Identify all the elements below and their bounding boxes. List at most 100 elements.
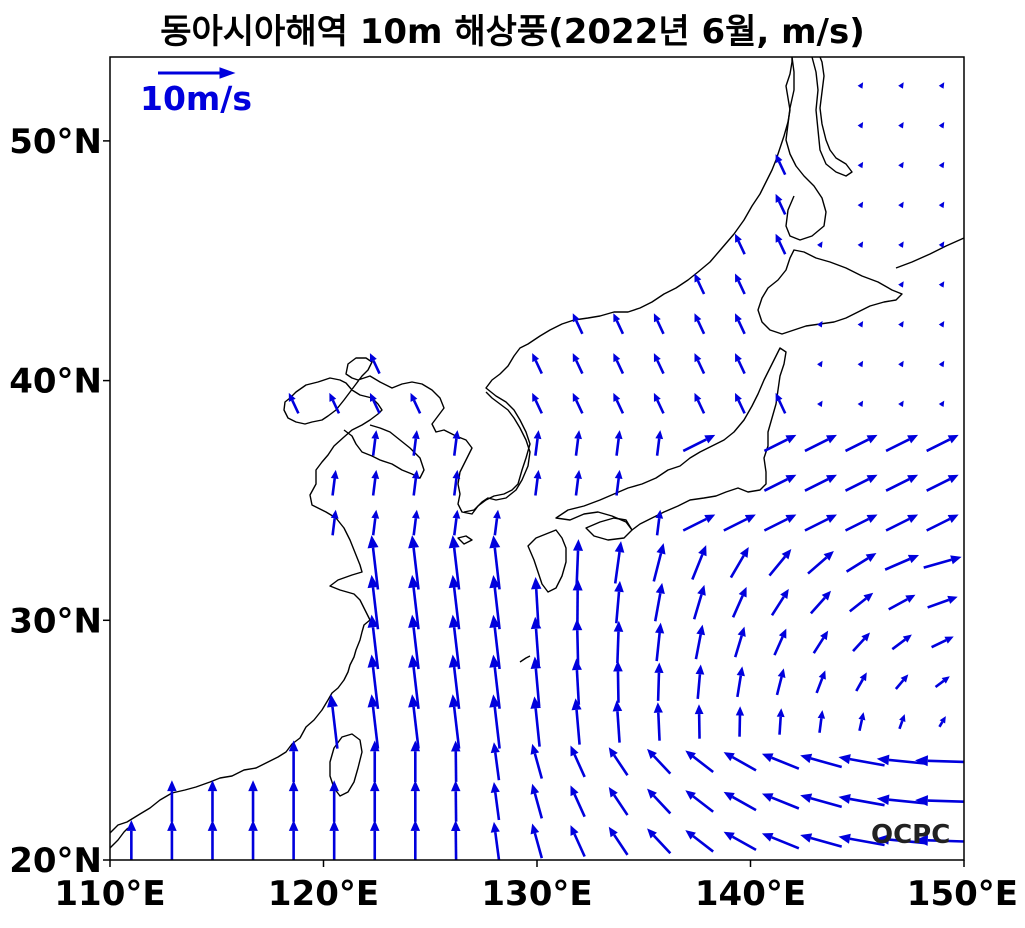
wind-vector-head: [785, 434, 797, 444]
wind-vector-head: [450, 780, 461, 792]
wind-vector-field: [126, 82, 964, 860]
wind-vector-head: [938, 400, 945, 408]
wind-vector-head: [167, 820, 177, 831]
wind-vector-shaft: [655, 518, 661, 536]
wind-vector-head: [744, 514, 756, 523]
wind-vector-head: [653, 702, 663, 713]
wind-vector-head: [570, 785, 579, 797]
wind-vector-head: [838, 793, 851, 804]
y-tick-label: 50°N: [9, 122, 102, 162]
wind-vector-shaft: [534, 359, 543, 375]
wind-vector-shaft: [613, 834, 629, 856]
wind-vector-head: [655, 582, 665, 595]
wind-vector-shaft: [371, 587, 380, 630]
wind-vector-head: [614, 430, 623, 440]
wind-vector-head: [655, 509, 664, 519]
wind-vector-shaft: [812, 637, 825, 654]
wind-vector-head: [947, 595, 958, 604]
wind-vector-shaft: [613, 754, 629, 777]
wind-vector-head: [608, 826, 618, 838]
wind-vector-shaft: [534, 668, 541, 707]
wind-vector-head: [655, 430, 664, 440]
wind-vector-shaft: [493, 752, 501, 781]
wind-vector-head: [367, 574, 379, 589]
wind-vector-shaft: [656, 672, 661, 701]
wind-vector-head: [612, 700, 623, 712]
wind-vector-head: [697, 584, 706, 596]
wind-vector-head: [838, 833, 851, 844]
wind-vector-head: [685, 830, 696, 840]
wind-vector-shaft: [737, 399, 746, 414]
coast-leizhou: [110, 827, 129, 849]
wind-vector-head: [369, 820, 380, 831]
wind-vector-shaft: [891, 638, 906, 651]
wind-vector-shaft: [656, 320, 665, 335]
x-tick-label: 110°E: [54, 874, 165, 914]
wind-vector-shaft: [652, 794, 672, 815]
y-tick-label: 30°N: [9, 601, 102, 641]
wind-vector-shaft: [926, 438, 951, 453]
wind-vector-head: [570, 745, 579, 757]
wind-vector-head: [938, 201, 945, 209]
wind-vector-head: [938, 281, 945, 288]
wind-vector-shaft: [452, 706, 461, 749]
wind-vector-shaft: [371, 438, 377, 456]
wind-vector-shaft: [888, 598, 908, 611]
wind-vector-shaft: [894, 679, 905, 690]
wind-vector-shaft: [736, 675, 743, 698]
wind-vector-shaft: [852, 637, 866, 653]
wind-vector-shaft: [613, 794, 629, 816]
wind-vector-head: [533, 430, 542, 440]
wind-vector-head: [776, 708, 785, 718]
wind-vector-shaft: [573, 833, 586, 858]
wind-vector-head: [820, 630, 829, 641]
wind-vector-head: [572, 539, 584, 551]
wind-vector-head: [452, 469, 461, 479]
wind-vector-head: [902, 634, 912, 643]
wind-vector-shaft: [616, 631, 620, 664]
wind-vector-shaft: [615, 438, 620, 456]
wind-vector-shaft: [613, 551, 621, 584]
wind-vector-shaft: [729, 554, 745, 579]
wind-vector-head: [367, 694, 379, 708]
coast-taiwan: [329, 733, 363, 797]
wind-vector-shaft: [575, 630, 580, 666]
wind-vector-head: [938, 82, 945, 89]
wind-vector-head: [408, 574, 420, 589]
wind-vector-head: [947, 474, 959, 484]
wind-vector-shaft: [653, 592, 662, 622]
wind-vector-shaft: [771, 796, 800, 810]
wind-vector-shaft: [615, 591, 621, 624]
wind-vector-head: [915, 755, 928, 767]
wind-vector-head: [899, 714, 906, 723]
wind-vector-head: [448, 654, 460, 668]
wind-vector-shaft: [777, 161, 787, 176]
wind-vector-shaft: [652, 553, 663, 582]
wind-vector-head: [574, 469, 582, 479]
wind-vector-shaft: [412, 706, 420, 749]
wind-vector-head: [898, 161, 904, 169]
wind-vector-head: [613, 313, 621, 323]
wind-vector-head: [448, 614, 460, 628]
wind-vector-head: [448, 535, 460, 549]
wind-vector-shaft: [656, 399, 665, 414]
wind-vector-shaft: [656, 359, 665, 375]
wind-vector-head: [647, 828, 657, 839]
wind-vector-head: [493, 509, 501, 519]
wind-vector-head: [613, 620, 624, 632]
wind-vector-head: [329, 392, 337, 402]
wind-vector-head: [653, 313, 661, 323]
wind-vector-head: [723, 831, 735, 841]
wind-vector-head: [915, 795, 928, 807]
wind-vector-shaft: [452, 627, 461, 670]
wind-vector-head: [489, 535, 501, 549]
wind-vector-head: [450, 820, 461, 832]
wind-vector-head: [369, 780, 380, 792]
wind-vector-shaft: [575, 550, 580, 586]
wind-vector-shaft: [696, 359, 706, 375]
wind-vector-head: [452, 509, 461, 519]
wind-vector-head: [898, 320, 904, 328]
wind-vector-shaft: [655, 632, 661, 662]
wind-vector-head: [778, 628, 787, 639]
